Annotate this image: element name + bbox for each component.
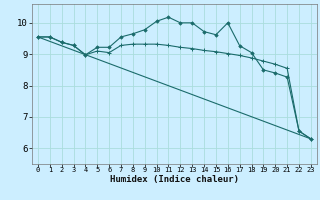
X-axis label: Humidex (Indice chaleur): Humidex (Indice chaleur) [110, 175, 239, 184]
